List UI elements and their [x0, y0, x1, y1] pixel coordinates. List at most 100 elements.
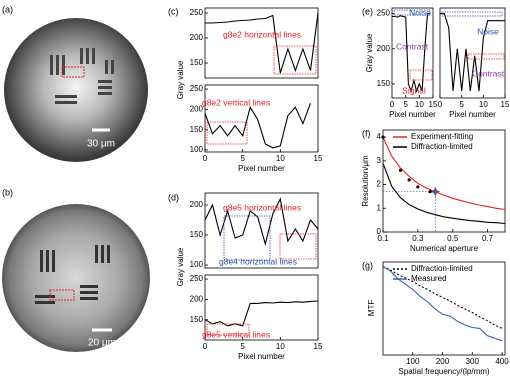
annotation-box: [223, 215, 271, 261]
x-tick-label: 15: [314, 342, 323, 351]
x-tick-label: 10: [479, 100, 488, 109]
x-tick-label: 5: [403, 100, 408, 109]
x-tick-label: 100: [406, 357, 420, 366]
x-tick-label: 10: [415, 100, 424, 109]
y-axis-label: Gray value: [176, 60, 185, 99]
data-point: [416, 185, 420, 189]
y-tick-label: 200: [377, 44, 391, 53]
x-tick-label: 5: [240, 154, 245, 163]
x-axis-label: Numerical aperture: [410, 244, 479, 253]
guide-line: [383, 191, 436, 232]
x-tick-label: 15: [314, 154, 323, 163]
x-tick-label: 10: [276, 154, 285, 163]
panel-label: (b): [2, 187, 13, 197]
data-point: [398, 168, 403, 172]
image-a: [4, 18, 148, 162]
y-tick-label: 250: [190, 274, 204, 283]
series-line: [440, 13, 505, 92]
x-tick-label: 0: [390, 100, 395, 109]
annotation: g8e4 horizontal lines: [219, 256, 297, 266]
x-axis-label: Pixel number: [238, 164, 285, 173]
annotation-box: [279, 233, 317, 260]
annotation: Contrast: [472, 68, 505, 78]
scale-bar-label: 30 μm: [87, 139, 115, 150]
annotation: g8e5 vertical lines: [202, 329, 270, 339]
series-line: [204, 103, 312, 149]
plot-frame: [382, 261, 506, 356]
annotation: Contrast: [396, 41, 429, 51]
annotation: g8e2 vertical lines: [202, 97, 270, 107]
x-tick-label: 0.7: [482, 234, 494, 243]
x-axis-label: Spatial frequency/(lp/mm): [398, 367, 489, 376]
y-tick-label: 0: [377, 227, 382, 236]
y-axis-label: MTF: [367, 300, 376, 317]
annotation: Noise: [409, 7, 431, 17]
x-axis-label: Pixel number: [238, 352, 285, 361]
panel-label: (d): [168, 192, 179, 202]
x-tick-label: 0.3: [412, 234, 424, 243]
plot-frame: [391, 7, 434, 99]
x-tick-label: 0.1: [377, 234, 389, 243]
annotation: Signal: [402, 85, 426, 95]
plot-frame: [204, 274, 319, 341]
plot-frame: [204, 192, 319, 269]
x-tick-label: 200: [436, 357, 450, 366]
x-tick-label: 0: [203, 342, 208, 351]
x-axis-label: Pixel number: [449, 110, 496, 119]
y-tick-label: 150: [190, 58, 204, 67]
panel-label: (e): [362, 6, 373, 16]
panel-label: (c): [168, 6, 179, 16]
x-tick-label: 5: [459, 100, 464, 109]
y-tick-label: 250: [377, 9, 391, 18]
y-tick-label: 150: [190, 230, 204, 239]
data-point: [407, 178, 411, 182]
y-tick-label: 4: [377, 132, 382, 141]
annotation-box: [393, 9, 431, 16]
plot-frame: [204, 7, 319, 79]
data-point: [428, 190, 432, 194]
y-tick-label: 250: [190, 84, 204, 93]
y-tick-label: 250: [190, 8, 204, 17]
legend-label: Measured: [411, 274, 447, 283]
annotation-box: [441, 11, 503, 17]
x-tick-label: 5: [240, 342, 245, 351]
series-line: [205, 12, 319, 74]
x-tick-label: 10: [276, 342, 285, 351]
y-axis-label: Resolution/μm: [361, 155, 370, 207]
x-tick-label: 0.5: [447, 234, 459, 243]
y-tick-label: 150: [377, 79, 391, 88]
y-tick-label: 100: [190, 260, 204, 269]
annotation: g8e2 horizontal lines: [223, 29, 301, 39]
annotation-box: [206, 121, 248, 145]
x-tick-label: 15: [429, 100, 438, 109]
y-tick-label: 200: [190, 104, 204, 113]
legend-label: Experiment-fitting: [411, 132, 473, 141]
series-line: [382, 265, 503, 342]
plot-frame: [204, 84, 319, 153]
y-tick-label: 100: [190, 145, 204, 154]
plot-frame: [382, 129, 506, 233]
series-line: [204, 300, 319, 327]
y-tick-label: 3: [377, 156, 382, 165]
x-tick-label: 15: [501, 100, 510, 109]
y-tick-label: 1: [377, 203, 382, 212]
x-tick-label: 400: [495, 357, 509, 366]
plot-frame: [439, 7, 506, 99]
legend-label: Diffraction-limited: [411, 264, 473, 273]
annotation-box: [467, 53, 505, 60]
y-axis-label: Gray value: [176, 247, 185, 286]
x-tick-label: 0: [438, 100, 443, 109]
x-axis-label: Pixel number: [389, 110, 436, 119]
annotation: g8e5 horizontal lines: [223, 202, 301, 212]
y-tick-label: 150: [190, 315, 204, 324]
y-tick-label: 200: [190, 200, 204, 209]
panel-label: (g): [362, 260, 373, 270]
annotation-box: [409, 69, 433, 81]
y-axis-label: Gray value: [365, 33, 374, 72]
image-b: [2, 204, 150, 352]
legend-label: Diffraction-limited: [411, 142, 473, 151]
x-tick-label: 300: [466, 357, 480, 366]
annotation-box: [273, 45, 317, 75]
data-point: [381, 135, 385, 139]
